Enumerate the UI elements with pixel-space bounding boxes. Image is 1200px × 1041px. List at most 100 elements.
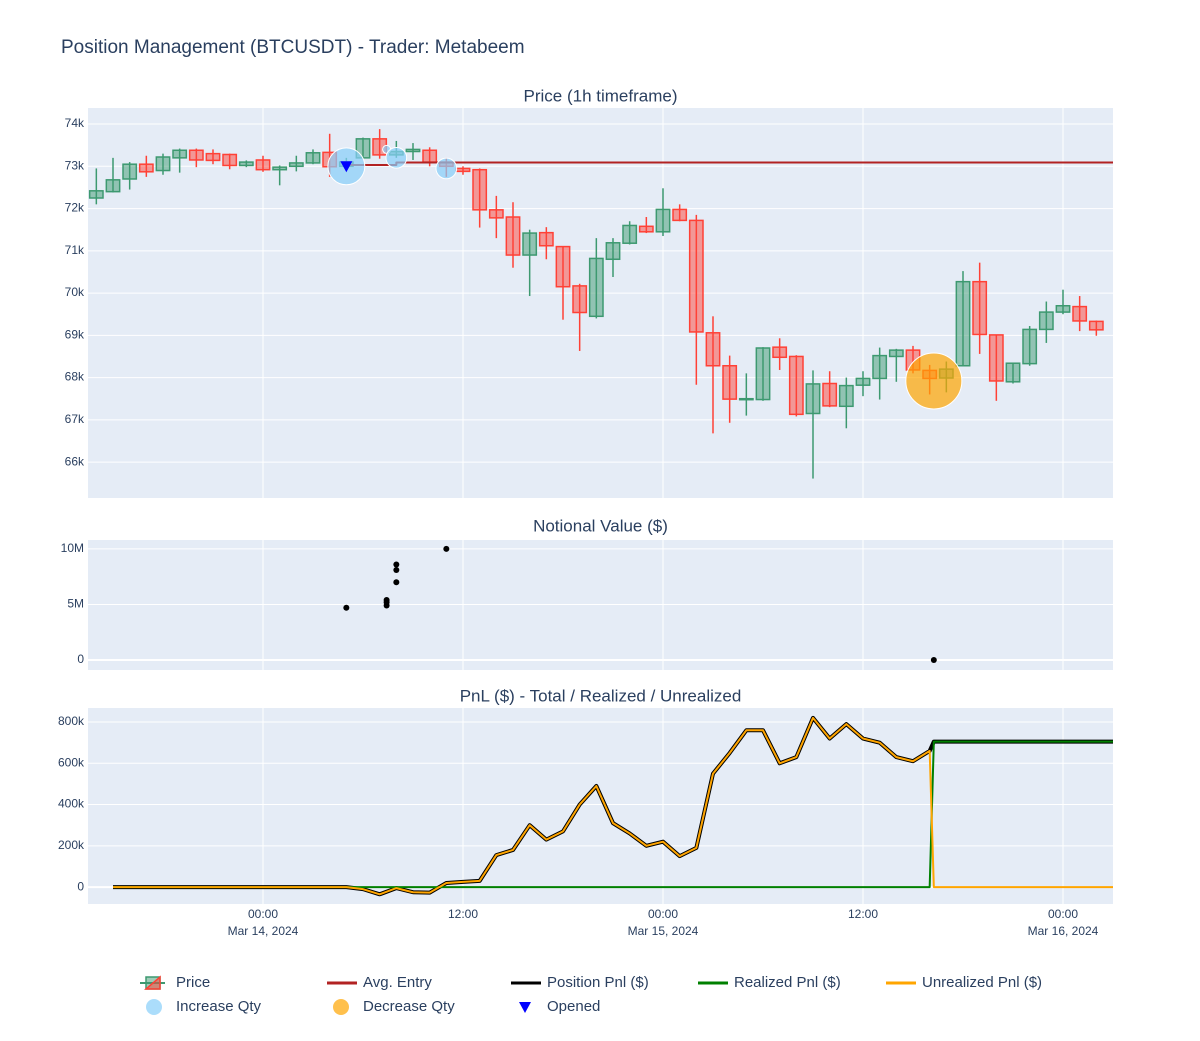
y-tick-label: 70k xyxy=(65,285,85,299)
candle-body xyxy=(655,208,671,233)
plot-background xyxy=(88,708,1113,904)
candle-body xyxy=(872,354,888,380)
legend-icon xyxy=(519,1002,531,1013)
candle-body xyxy=(722,364,738,400)
legend-label: Opened xyxy=(547,998,600,1015)
candle-body xyxy=(538,231,554,247)
y-tick-label: 800k xyxy=(58,714,85,728)
y-tick-label: 74k xyxy=(65,116,85,130)
candle-body xyxy=(805,383,821,415)
candle-body xyxy=(488,209,504,219)
legend-icon xyxy=(146,999,162,1015)
candle-body xyxy=(838,384,854,408)
candle-body xyxy=(105,179,121,193)
candle-body xyxy=(155,156,171,172)
candle-body xyxy=(1088,320,1104,331)
x-tick-label: 12:00 xyxy=(448,907,478,921)
legend-label: Position Pnl ($) xyxy=(547,974,649,991)
candle-body xyxy=(238,161,254,167)
candle-body xyxy=(138,163,154,173)
candle-body xyxy=(222,153,238,167)
y-tick-label: 68k xyxy=(65,370,85,384)
scatter-point xyxy=(343,604,350,611)
candle-body xyxy=(405,148,421,153)
legend-icon xyxy=(333,999,349,1015)
candle-body xyxy=(622,224,638,244)
candle-body xyxy=(88,190,104,199)
line-series xyxy=(113,716,1113,896)
y-tick-label: 0 xyxy=(77,879,84,893)
y-tick-label: 71k xyxy=(65,243,85,257)
y-tick-label: 600k xyxy=(58,755,85,769)
candle-body xyxy=(205,152,221,162)
scatter-point xyxy=(930,657,937,663)
legend-label: Unrealized Pnl ($) xyxy=(922,974,1042,991)
x-tick-sublabel: Mar 14, 2024 xyxy=(228,924,299,938)
candle-body xyxy=(1055,304,1071,313)
candle-body xyxy=(1038,311,1054,331)
candle-body xyxy=(955,280,971,367)
legend-icon xyxy=(143,975,161,990)
y-tick-label: 72k xyxy=(65,201,85,215)
candle-body xyxy=(255,159,271,171)
candle-body xyxy=(705,332,721,367)
x-tick-label: 00:00 xyxy=(248,907,278,921)
candle-body xyxy=(422,149,438,163)
y-tick-label: 66k xyxy=(65,454,85,468)
candle-body xyxy=(672,208,688,222)
x-tick-label: 12:00 xyxy=(848,907,878,921)
x-tick-sublabel: Mar 15, 2024 xyxy=(628,924,699,938)
candle-body xyxy=(855,377,871,386)
candle-body xyxy=(172,149,188,159)
trade-bubble xyxy=(385,147,408,169)
candle-body xyxy=(888,349,904,358)
scatter-point xyxy=(393,561,400,568)
trade-bubble xyxy=(435,157,458,180)
candle-body xyxy=(688,219,704,333)
candle-body xyxy=(555,245,571,288)
chart-title: Position Management (BTCUSDT) - Trader: … xyxy=(61,37,525,58)
scatter-point xyxy=(393,567,400,573)
candle-body xyxy=(822,382,838,407)
candle-body xyxy=(605,242,621,261)
y-tick-label: 5M xyxy=(67,597,84,611)
candle-body xyxy=(188,149,204,161)
scatter-point xyxy=(443,545,450,552)
candle-body xyxy=(972,280,988,336)
subplot-title: Price (1h timeframe) xyxy=(524,86,678,105)
candle-body xyxy=(288,162,304,168)
y-tick-label: 200k xyxy=(58,838,85,852)
candle-body xyxy=(472,168,488,211)
candle-body xyxy=(272,166,288,171)
candle-body xyxy=(738,397,754,401)
y-tick-label: 73k xyxy=(65,158,85,172)
candle-body xyxy=(505,216,521,256)
x-tick-label: 00:00 xyxy=(648,907,678,921)
candle-body xyxy=(988,334,1004,382)
candle-body xyxy=(755,347,771,401)
candle-body xyxy=(122,163,138,180)
y-tick-label: 10M xyxy=(61,541,84,555)
subplot-title: Notional Value ($) xyxy=(533,516,668,535)
trade-bubble xyxy=(905,352,963,410)
candle-body xyxy=(305,152,321,164)
y-tick-label: 0 xyxy=(77,652,84,666)
subplot-title: PnL ($) - Total / Realized / Unrealized xyxy=(460,686,742,705)
scatter-point xyxy=(383,602,390,609)
candle-body xyxy=(788,355,804,416)
candle-body xyxy=(638,225,654,233)
y-tick-label: 67k xyxy=(65,412,85,426)
y-tick-label: 400k xyxy=(58,797,85,811)
candle-body xyxy=(588,257,604,318)
candle-body xyxy=(1072,305,1088,322)
scatter-point xyxy=(393,579,400,586)
legend-label: Price xyxy=(176,974,210,991)
plot-background xyxy=(88,540,1113,670)
legend-label: Avg. Entry xyxy=(363,974,432,991)
candle-body xyxy=(1022,328,1038,365)
candle-body xyxy=(572,285,588,314)
candle-body xyxy=(455,167,471,173)
candle-body xyxy=(772,346,788,359)
